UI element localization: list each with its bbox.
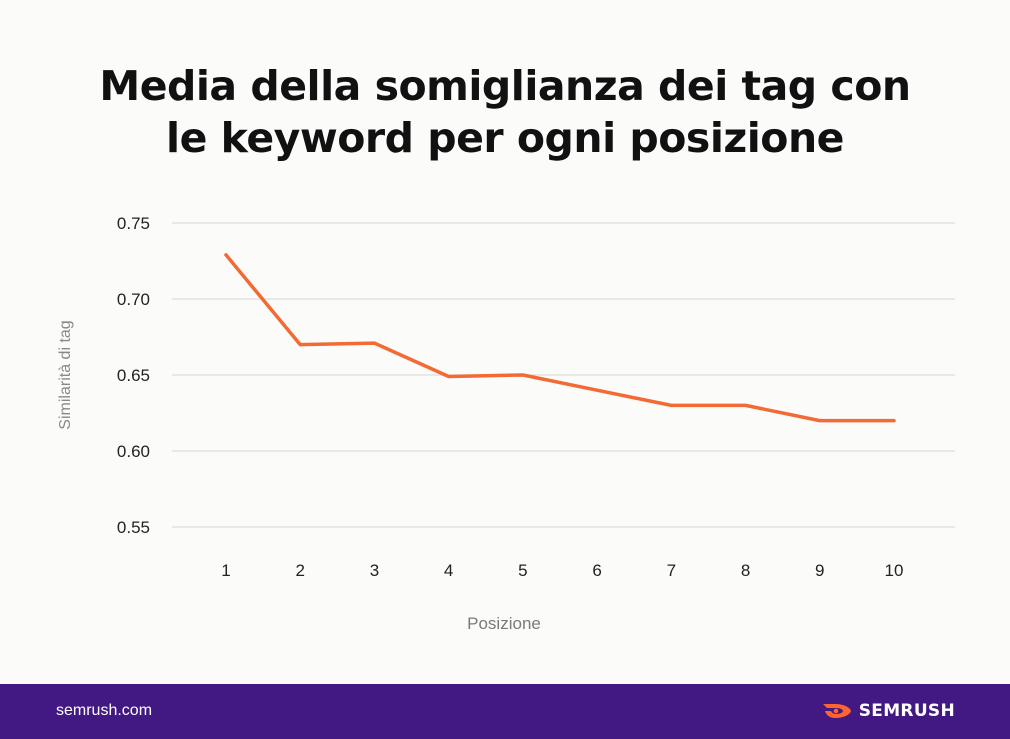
x-tick-label: 3 [370, 561, 379, 580]
x-tick-label: 4 [444, 561, 453, 580]
footer-site-link[interactable]: semrush.com [56, 702, 153, 719]
brand-name: SEMRUSH [858, 701, 955, 721]
series-group [224, 253, 896, 423]
y-tick-label: 0.70 [117, 290, 150, 309]
semrush-logo: SEMRUSH [821, 700, 955, 722]
x-tick-label: 5 [518, 561, 527, 580]
chart-title-line-1: Media della somiglianza dei tag con [99, 62, 911, 110]
chart-title: Media della somiglianza dei tag con le k… [0, 60, 1010, 164]
y-axis-label: Similarità di tag [57, 320, 74, 429]
x-axis-label: Posizione [467, 614, 541, 633]
x-tick-label: 6 [592, 561, 601, 580]
x-tick-label: 8 [741, 561, 750, 580]
footer-bar: semrush.com SEMRUSH [0, 684, 1010, 739]
x-tick-label: 9 [815, 561, 824, 580]
x-tick-label: 10 [885, 561, 904, 580]
y-tick-label: 0.55 [117, 518, 150, 537]
x-tick-label: 1 [221, 561, 230, 580]
semrush-flame-icon [822, 704, 851, 718]
y-tick-label: 0.65 [117, 366, 150, 385]
series-line [224, 253, 896, 423]
x-tick-label: 7 [667, 561, 676, 580]
y-tick-label: 0.60 [117, 442, 150, 461]
x-axis-ticks: 1 2 3 4 5 6 7 8 9 10 [221, 561, 903, 580]
line-chart: 0.75 0.70 0.65 0.60 0.55 1 2 3 4 5 6 7 8 9 10 Similar… [57, 214, 955, 633]
gridlines [172, 222, 955, 528]
y-axis-ticks: 0.75 0.70 0.65 0.60 0.55 [117, 214, 150, 537]
x-tick-label: 2 [295, 561, 304, 580]
y-tick-label: 0.75 [117, 214, 150, 233]
chart-title-line-2: le keyword per ogni posizione [166, 114, 844, 162]
